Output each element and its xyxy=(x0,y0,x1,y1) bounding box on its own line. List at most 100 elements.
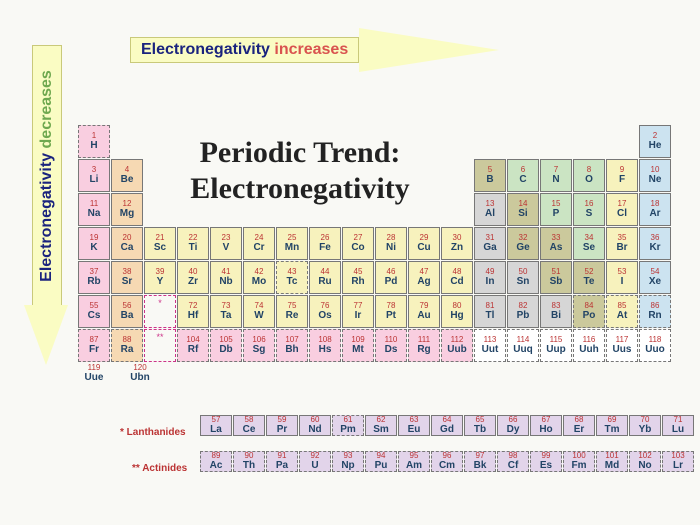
element-I: 53I xyxy=(606,261,638,294)
element-Nb: 41Nb xyxy=(210,261,242,294)
vertical-trend-label: Electronegativity decreases xyxy=(32,45,62,307)
element-Cl: 17Cl xyxy=(606,193,638,226)
element-F: 9F xyxy=(606,159,638,192)
element-Ar: 18Ar xyxy=(639,193,671,226)
element-Sm: 62Sm xyxy=(365,415,397,436)
lanthanides-row: 57La58Ce59Pr60Nd61Pm62Sm63Eu64Gd65Tb66Dy… xyxy=(200,415,694,436)
element-B: 5B xyxy=(474,159,506,192)
element-Te: 52Te xyxy=(573,261,605,294)
element-Gd: 64Gd xyxy=(431,415,463,436)
element-Re: 75Re xyxy=(276,295,308,328)
element-Am: 95Am xyxy=(398,451,430,472)
element-Hg: 80Hg xyxy=(441,295,473,328)
element-Ho: 67Ho xyxy=(530,415,562,436)
element-Mn: 25Mn xyxy=(276,227,308,260)
element-Cd: 48Cd xyxy=(441,261,473,294)
element-N: 7N xyxy=(540,159,572,192)
h-arrow-text-2: increases xyxy=(274,41,348,58)
element-Ag: 47Ag xyxy=(408,261,440,294)
element-Np: 93Np xyxy=(332,451,364,472)
element-Ca: 20Ca xyxy=(111,227,143,260)
periodic-table-main: 1H2He3Li4Be5B6C7N8O9F10Ne11Na12Mg13Al14S… xyxy=(78,125,671,362)
element-Mo: 42Mo xyxy=(243,261,275,294)
right-arrowhead-icon xyxy=(359,28,499,72)
element-Uuh: 116Uuh xyxy=(573,329,605,362)
element-Ba: 56Ba xyxy=(111,295,143,328)
element-Pt: 78Pt xyxy=(375,295,407,328)
element-Uuo: 118Uuo xyxy=(639,329,671,362)
element-Zr: 40Zr xyxy=(177,261,209,294)
lanthanide-placeholder: * xyxy=(144,295,176,328)
element-La: 57La xyxy=(200,415,232,436)
element-Uue: 119Uue xyxy=(78,363,110,383)
element-H: 1H xyxy=(78,125,110,158)
element-Be: 4Be xyxy=(111,159,143,192)
element-Pd: 46Pd xyxy=(375,261,407,294)
element-Al: 13Al xyxy=(474,193,506,226)
element-Sc: 21Sc xyxy=(144,227,176,260)
element-Au: 79Au xyxy=(408,295,440,328)
element-Rn: 86Rn xyxy=(639,295,671,328)
element-Xe: 54Xe xyxy=(639,261,671,294)
element-Rh: 45Rh xyxy=(342,261,374,294)
element-Sb: 51Sb xyxy=(540,261,572,294)
element-Ne: 10Ne xyxy=(639,159,671,192)
element-Rf: 104Rf xyxy=(177,329,209,362)
vertical-trend-arrow: Electronegativity decreases xyxy=(24,45,68,385)
element-Ir: 77Ir xyxy=(342,295,374,328)
actinide-placeholder: ** xyxy=(144,329,176,362)
element-Li: 3Li xyxy=(78,159,110,192)
element-Tb: 65Tb xyxy=(464,415,496,436)
element-Si: 14Si xyxy=(507,193,539,226)
element-At: 85At xyxy=(606,295,638,328)
element-Uuq: 114Uuq xyxy=(507,329,539,362)
element-S: 16S xyxy=(573,193,605,226)
element-Pu: 94Pu xyxy=(365,451,397,472)
element-Zn: 30Zn xyxy=(441,227,473,260)
element-Bh: 107Bh xyxy=(276,329,308,362)
element-Sn: 50Sn xyxy=(507,261,539,294)
element-Hf: 72Hf xyxy=(177,295,209,328)
element-Se: 34Se xyxy=(573,227,605,260)
element-Fe: 26Fe xyxy=(309,227,341,260)
element-Ra: 88Ra xyxy=(111,329,143,362)
actinides-label: ** Actinides xyxy=(132,463,187,474)
element-Sr: 38Sr xyxy=(111,261,143,294)
element-Lu: 71Lu xyxy=(662,415,694,436)
element-Kr: 36Kr xyxy=(639,227,671,260)
element-Uus: 117Uus xyxy=(606,329,638,362)
element-Ds: 110Ds xyxy=(375,329,407,362)
element-Pa: 91Pa xyxy=(266,451,298,472)
element-Ru: 44Ru xyxy=(309,261,341,294)
v-arrow-text-2: decreases xyxy=(38,70,55,148)
element-Ga: 31Ga xyxy=(474,227,506,260)
element-Bk: 97Bk xyxy=(464,451,496,472)
element-Bi: 83Bi xyxy=(540,295,572,328)
element-Fm: 100Fm xyxy=(563,451,595,472)
element-Dy: 66Dy xyxy=(497,415,529,436)
element-Ac: 89Ac xyxy=(200,451,232,472)
element-He: 2He xyxy=(639,125,671,158)
element-Cu: 29Cu xyxy=(408,227,440,260)
element-Cs: 55Cs xyxy=(78,295,110,328)
element-Na: 11Na xyxy=(78,193,110,226)
element-Br: 35Br xyxy=(606,227,638,260)
element-Cf: 98Cf xyxy=(497,451,529,472)
element-Tl: 81Tl xyxy=(474,295,506,328)
element-Po: 84Po xyxy=(573,295,605,328)
element-In: 49In xyxy=(474,261,506,294)
h-arrow-text-1: Electronegativity xyxy=(141,41,274,58)
element-Nd: 60Nd xyxy=(299,415,331,436)
element-Db: 105Db xyxy=(210,329,242,362)
element-Mg: 12Mg xyxy=(111,193,143,226)
element-Ce: 58Ce xyxy=(233,415,265,436)
element-Pr: 59Pr xyxy=(266,415,298,436)
element-Hs: 108Hs xyxy=(309,329,341,362)
element-C: 6C xyxy=(507,159,539,192)
down-arrowhead-icon xyxy=(24,305,68,365)
element-Ni: 28Ni xyxy=(375,227,407,260)
element-Ta: 73Ta xyxy=(210,295,242,328)
element-V: 23V xyxy=(210,227,242,260)
element-W: 74W xyxy=(243,295,275,328)
v-arrow-text-1: Electronegativity xyxy=(38,148,55,281)
